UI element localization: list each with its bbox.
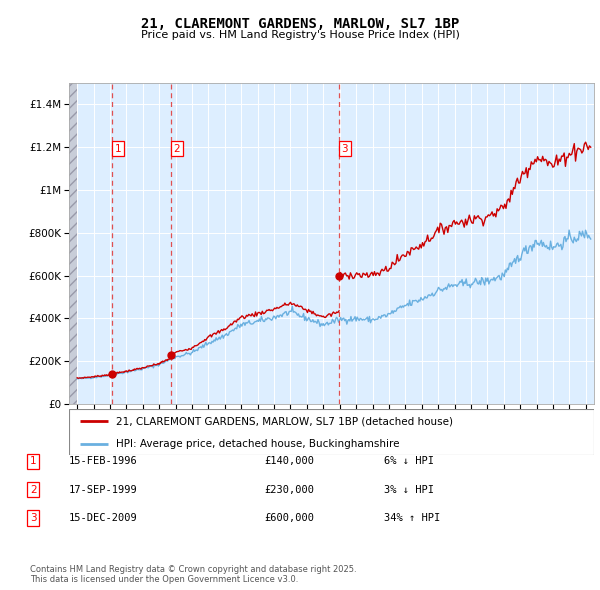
Text: 3: 3 <box>30 513 37 523</box>
Text: 6% ↓ HPI: 6% ↓ HPI <box>384 457 434 466</box>
Text: Price paid vs. HM Land Registry's House Price Index (HPI): Price paid vs. HM Land Registry's House … <box>140 30 460 40</box>
Text: 1: 1 <box>30 457 37 466</box>
Text: 17-SEP-1999: 17-SEP-1999 <box>69 485 138 494</box>
Text: £600,000: £600,000 <box>264 513 314 523</box>
Text: 2: 2 <box>173 143 180 153</box>
Bar <box>69 83 77 404</box>
Text: 1: 1 <box>115 143 121 153</box>
Text: 15-FEB-1996: 15-FEB-1996 <box>69 457 138 466</box>
Text: 3: 3 <box>341 143 348 153</box>
Text: HPI: Average price, detached house, Buckinghamshire: HPI: Average price, detached house, Buck… <box>116 438 400 448</box>
Text: 34% ↑ HPI: 34% ↑ HPI <box>384 513 440 523</box>
Text: £230,000: £230,000 <box>264 485 314 494</box>
Text: 21, CLAREMONT GARDENS, MARLOW, SL7 1BP: 21, CLAREMONT GARDENS, MARLOW, SL7 1BP <box>141 17 459 31</box>
Text: Contains HM Land Registry data © Crown copyright and database right 2025.
This d: Contains HM Land Registry data © Crown c… <box>30 565 356 584</box>
Text: 21, CLAREMONT GARDENS, MARLOW, SL7 1BP (detached house): 21, CLAREMONT GARDENS, MARLOW, SL7 1BP (… <box>116 417 453 427</box>
Text: 15-DEC-2009: 15-DEC-2009 <box>69 513 138 523</box>
Text: 3% ↓ HPI: 3% ↓ HPI <box>384 485 434 494</box>
Text: £140,000: £140,000 <box>264 457 314 466</box>
Text: 2: 2 <box>30 485 37 494</box>
